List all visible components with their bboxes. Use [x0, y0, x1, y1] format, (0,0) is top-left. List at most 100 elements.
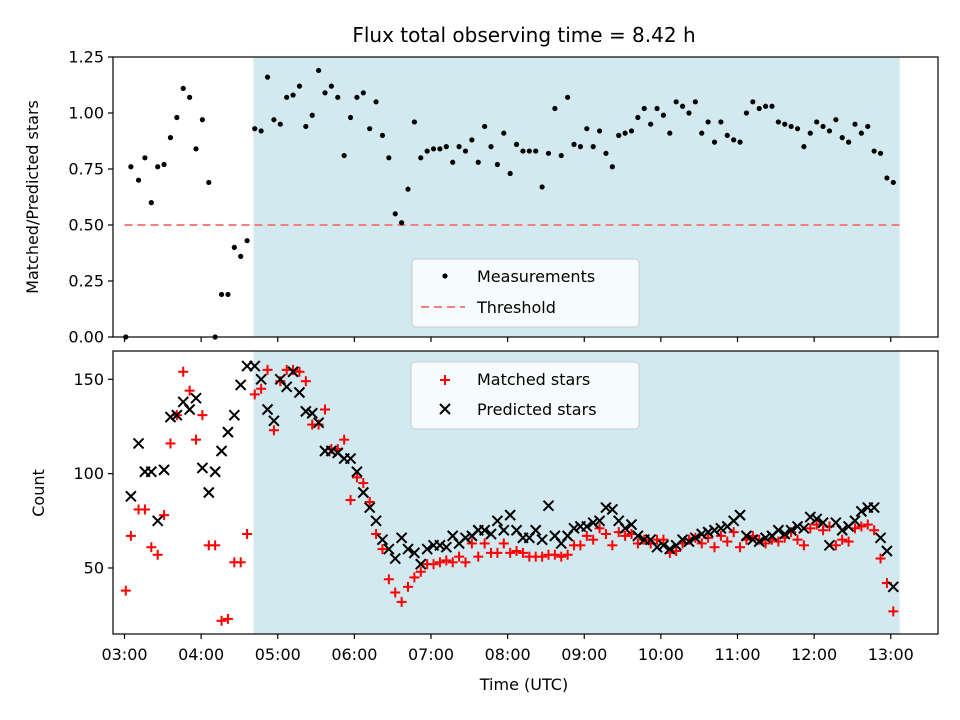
measurement-point — [135, 177, 142, 183]
measurement-point — [193, 146, 199, 152]
matched-star-point — [773, 536, 784, 547]
matched-star-point — [728, 527, 739, 538]
bottom-y-tick-label: 150 — [73, 370, 104, 389]
measurement-point — [552, 105, 558, 112]
measurement-point — [335, 94, 341, 100]
matched-star-point — [447, 557, 458, 568]
measurement-point — [392, 211, 398, 217]
predicted-star-point — [363, 501, 376, 514]
measurement-point — [724, 132, 730, 138]
matched-star-point — [460, 557, 471, 568]
x-axis-label: Time (UTC) — [479, 675, 568, 694]
matched-star-point — [830, 540, 841, 551]
predicted-star-point — [702, 526, 714, 538]
measurement-point — [238, 253, 244, 259]
predicted-star-point — [568, 522, 580, 535]
measurement-point — [667, 130, 673, 136]
matched-star-point — [556, 551, 567, 562]
predicted-star-point — [376, 533, 389, 546]
predicted-star-point — [874, 532, 887, 544]
measurement-point — [218, 291, 225, 298]
measurement-point — [775, 119, 781, 125]
matched-star-point — [390, 587, 401, 598]
matched-star-point — [607, 540, 618, 551]
predicted-star-point — [325, 445, 338, 457]
predicted-star-point — [300, 405, 312, 418]
predicted-star-point — [868, 501, 880, 514]
matched-star-point — [288, 364, 299, 375]
measurement-point — [271, 117, 277, 123]
measurement-point — [641, 105, 647, 112]
matched-star-point — [537, 551, 548, 562]
measurement-point — [386, 155, 392, 161]
predicted-star-point — [190, 392, 202, 404]
measurement-point — [411, 119, 417, 125]
predicted-star-point — [715, 522, 727, 535]
predicted-star-point — [498, 524, 510, 536]
matched-star-point — [805, 523, 816, 534]
matched-star-point — [222, 613, 233, 624]
measurement-point — [443, 144, 449, 150]
predicted-star-point — [344, 452, 357, 465]
measurement-point — [820, 123, 826, 130]
measurement-point — [520, 148, 526, 154]
measurement-point — [475, 159, 481, 165]
measurement-point — [277, 121, 283, 127]
matched-star-point — [120, 585, 131, 596]
measurement-point — [654, 105, 660, 112]
measurement-point — [622, 130, 628, 136]
matched-star-point — [454, 551, 465, 562]
measurement-point — [679, 103, 686, 109]
predicted-star-point — [810, 513, 823, 525]
top-y-tick-label: 1.25 — [68, 48, 104, 67]
measurement-point — [558, 152, 564, 159]
measurement-point — [450, 159, 456, 165]
measurement-point — [128, 164, 134, 170]
matched-star-point — [498, 538, 509, 549]
matched-star-point — [715, 530, 726, 541]
predicted-star-point — [434, 539, 446, 552]
predicted-star-point — [779, 528, 791, 540]
top-y-axis: 0.00 0.25 0.50 0.75 1.00 1.25 — [68, 48, 113, 347]
predicted-star-point — [408, 547, 421, 559]
matched-star-point — [313, 419, 324, 430]
measurement-point — [769, 103, 775, 109]
measurement-point — [545, 150, 552, 156]
matched-star-point — [197, 410, 208, 421]
matched-star-point — [658, 534, 669, 545]
measurement-point — [692, 99, 698, 105]
x-tick-label: 10:00 — [638, 645, 684, 664]
measurement-point — [488, 144, 494, 150]
matched-star-point — [856, 521, 867, 532]
predicted-star-point — [606, 503, 619, 516]
matched-star-point — [798, 540, 809, 551]
measurement-point — [303, 123, 309, 130]
matched-star-point — [818, 525, 829, 536]
predicted-star-point — [440, 541, 453, 553]
measurement-point — [603, 150, 609, 156]
matched-star-point — [294, 366, 305, 377]
matched-star-point — [351, 472, 362, 483]
measurement-point — [231, 244, 237, 250]
predicted-star-point — [747, 533, 759, 546]
measurement-point — [890, 179, 896, 186]
measurements-legend-label: Measurements — [477, 267, 595, 286]
matched-star-point — [466, 538, 477, 549]
predicted-star-point — [881, 545, 893, 557]
matched-star-point — [364, 496, 375, 507]
top-y-tick-label: 0.00 — [68, 328, 104, 347]
predicted-star-point — [151, 515, 164, 527]
predicted-star-point — [158, 464, 170, 476]
matched-star-point — [620, 530, 631, 541]
matched-star-point — [792, 534, 803, 545]
predicted-star-point — [222, 426, 234, 438]
x-tick-label: 12:00 — [791, 645, 837, 664]
matched-star-point — [511, 545, 522, 556]
predicted-star-point — [664, 543, 676, 555]
predicted-star-point — [759, 532, 772, 544]
predicted-star-point — [389, 552, 401, 565]
predicted-star-point — [536, 533, 548, 546]
predicted-star-point — [772, 524, 785, 536]
bottom-legend: Matched stars Predicted stars — [410, 361, 640, 430]
measurement-point — [264, 74, 271, 80]
